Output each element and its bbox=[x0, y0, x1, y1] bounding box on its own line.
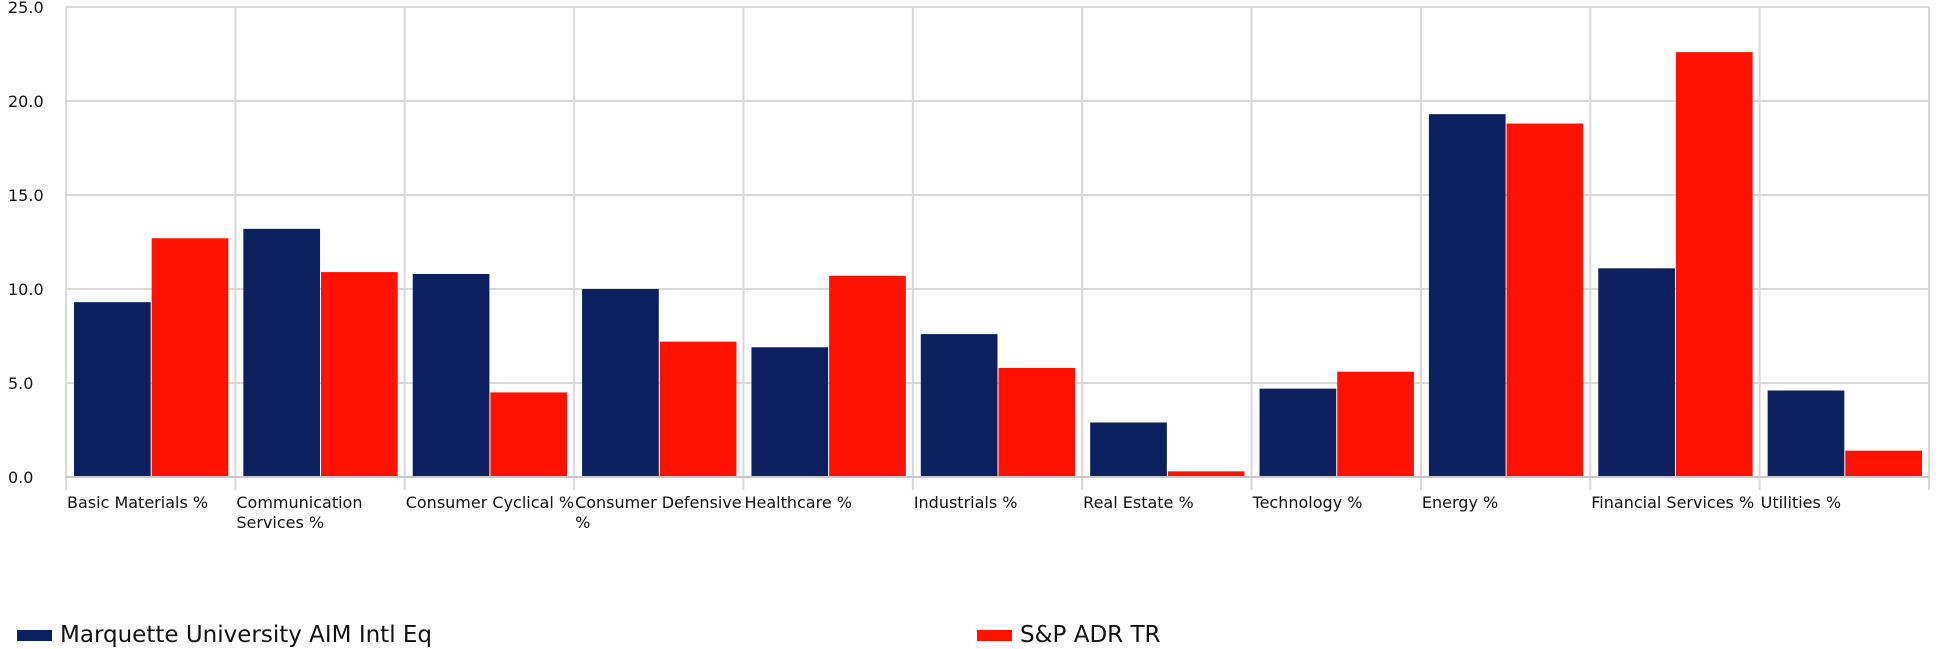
axis-labels: 0.0 5.0 10.0 15.0 20.0 25.0 Basic Materials % C… bbox=[8, 0, 1841, 532]
x-category-label-line: Healthcare % bbox=[744, 493, 852, 512]
x-category-label: Energy % bbox=[1422, 493, 1498, 512]
bar-series-1 bbox=[1259, 388, 1337, 477]
bar-series-1 bbox=[582, 289, 659, 477]
x-category-label-line: % bbox=[575, 513, 590, 532]
bar-series-2 bbox=[321, 272, 398, 477]
x-category-label: Consumer Defensive% bbox=[575, 493, 742, 532]
x-category-label: Utilities % bbox=[1761, 493, 1842, 512]
bar-series-2 bbox=[998, 367, 1076, 477]
y-tick-label: 5.0 bbox=[8, 374, 33, 393]
x-category-label-line: Energy % bbox=[1422, 493, 1498, 512]
y-tick-label: 15.0 bbox=[8, 186, 44, 205]
bar-series-2 bbox=[1167, 471, 1245, 477]
y-tick-label: 10.0 bbox=[8, 280, 44, 299]
x-category-label: Healthcare % bbox=[744, 493, 852, 512]
legend-item-series-2: S&P ADR TR bbox=[977, 622, 1160, 648]
x-category-label-line: Technology % bbox=[1252, 493, 1363, 512]
bar-series-1 bbox=[243, 228, 321, 477]
x-category-label: Technology % bbox=[1252, 493, 1363, 512]
legend-swatch-series-2 bbox=[977, 629, 1012, 641]
bar-series-1 bbox=[1767, 390, 1845, 477]
x-category-label-line: Consumer Defensive bbox=[575, 493, 742, 512]
y-tick-label: 25.0 bbox=[8, 0, 44, 17]
x-category-label-line: Utilities % bbox=[1761, 493, 1842, 512]
bar-series-1 bbox=[412, 273, 490, 477]
x-category-label-line: Real Estate % bbox=[1083, 493, 1194, 512]
y-tick-label: 20.0 bbox=[8, 92, 44, 111]
y-tick-label: 0.0 bbox=[8, 468, 33, 487]
bar-series-2 bbox=[151, 238, 229, 477]
x-category-label-line: Industrials % bbox=[914, 493, 1018, 512]
bar-series-1 bbox=[751, 347, 829, 477]
bar-series-2 bbox=[1675, 52, 1753, 478]
legend-swatch-series-1 bbox=[17, 629, 52, 641]
x-category-label: Real Estate % bbox=[1083, 493, 1194, 512]
x-category-label: Financial Services % bbox=[1591, 493, 1754, 512]
bar-series-1 bbox=[1428, 114, 1506, 477]
x-category-label-line: Services % bbox=[236, 513, 324, 532]
x-category-label-line: Financial Services % bbox=[1591, 493, 1754, 512]
bar-series-1 bbox=[1090, 422, 1167, 477]
x-category-label-line: Communication bbox=[236, 493, 362, 512]
bar-series-1 bbox=[920, 334, 998, 477]
bar-series-2 bbox=[1337, 371, 1414, 477]
bar-series-2 bbox=[1845, 450, 1922, 477]
bars bbox=[74, 52, 1922, 478]
bar-series-2 bbox=[490, 392, 568, 477]
x-category-label: Industrials % bbox=[914, 493, 1018, 512]
x-category-label: Consumer Cyclical % bbox=[406, 493, 574, 512]
bar-series-1 bbox=[1598, 268, 1675, 477]
bar-series-2 bbox=[1506, 123, 1584, 477]
bar-series-1 bbox=[74, 302, 151, 477]
x-category-label-line: Basic Materials % bbox=[67, 493, 208, 512]
legend-item-series-1: Marquette University AIM Intl Eq bbox=[17, 622, 432, 648]
x-category-label: Basic Materials % bbox=[67, 493, 208, 512]
bar-series-2 bbox=[659, 341, 737, 477]
bar-series-2 bbox=[829, 275, 906, 477]
x-category-label: Communication Services % bbox=[236, 493, 362, 532]
legend-label-series-2: S&P ADR TR bbox=[1020, 622, 1161, 648]
legend-label-series-1: Marquette University AIM Intl Eq bbox=[60, 622, 433, 648]
x-category-label-line: Consumer Cyclical % bbox=[406, 493, 574, 512]
